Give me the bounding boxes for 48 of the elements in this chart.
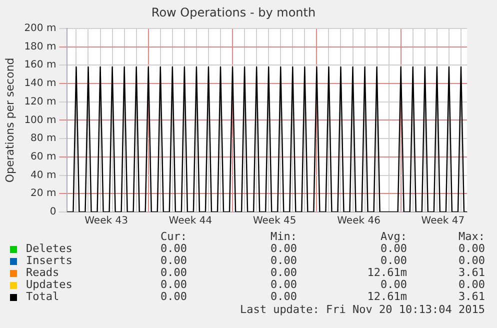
y-axis-title: Operations per second bbox=[3, 58, 16, 183]
y-tick-label: 180 m bbox=[24, 41, 56, 52]
text: 0.00 bbox=[380, 242, 407, 255]
text: 0.00 bbox=[270, 254, 297, 267]
x-tick-label: Week 47 bbox=[421, 216, 465, 227]
text: 0.00 bbox=[270, 290, 297, 303]
y-tick-label: 120 m bbox=[24, 96, 56, 108]
text: 0.00 bbox=[380, 254, 407, 267]
y-tick-label: 40 m bbox=[30, 170, 56, 181]
legend-label: Deletes bbox=[25, 242, 74, 255]
y-tick-label: 0 bbox=[50, 206, 56, 218]
text: 0.00 bbox=[160, 290, 187, 303]
text: 3.61 bbox=[458, 290, 485, 303]
text: Max: bbox=[458, 230, 485, 243]
text: Min: bbox=[270, 230, 297, 243]
text: 0.00 bbox=[458, 242, 485, 255]
y-tick-label: 200 m bbox=[24, 22, 56, 34]
text: 12.61m bbox=[366, 266, 407, 279]
x-tick-label: Week 43 bbox=[84, 216, 128, 227]
legend-label: Updates bbox=[25, 278, 74, 291]
text: Avg: bbox=[380, 230, 407, 243]
y-tick-label: 20 m bbox=[30, 188, 56, 200]
y-tick-label: 140 m bbox=[24, 78, 56, 90]
text: 12.61m bbox=[366, 290, 407, 303]
x-tick-label: Week 46 bbox=[337, 216, 380, 227]
y-tick-label: 80 m bbox=[30, 133, 56, 144]
text: 0.00 bbox=[160, 278, 187, 291]
chart-title: Row Operations - by month bbox=[151, 5, 316, 20]
y-tick-label: 160 m bbox=[24, 60, 56, 71]
x-tick-label: Week 45 bbox=[252, 216, 296, 227]
text: 0.00 bbox=[270, 278, 297, 291]
text: 0.00 bbox=[160, 242, 187, 255]
text: 0.00 bbox=[270, 242, 297, 255]
y-tick-label: 60 m bbox=[30, 152, 56, 163]
text: 0.00 bbox=[458, 254, 485, 267]
text: 0.00 bbox=[380, 278, 407, 291]
text: 0.00 bbox=[160, 266, 187, 279]
legend-label: Inserts bbox=[25, 254, 74, 267]
text: 0.00 bbox=[270, 266, 297, 279]
text: 3.61 bbox=[458, 266, 485, 279]
text: Cur: bbox=[160, 230, 187, 243]
legend-label: Total bbox=[25, 290, 60, 303]
text: 0.00 bbox=[458, 278, 485, 291]
text: Last update: Fri Nov 20 10:13:04 2015 bbox=[238, 303, 485, 316]
y-tick-label: 100 m bbox=[24, 114, 56, 126]
legend-label: Reads bbox=[25, 266, 60, 279]
text: 0.00 bbox=[160, 254, 187, 267]
x-tick-label: Week 44 bbox=[168, 216, 212, 227]
